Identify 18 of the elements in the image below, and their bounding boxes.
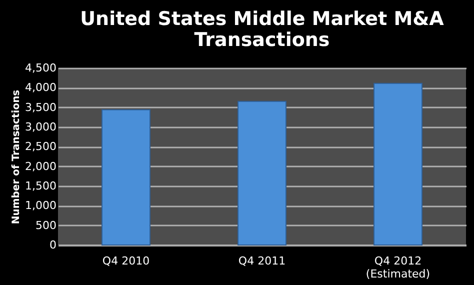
x-tick-label: Q4 2011 <box>238 254 286 268</box>
y-tick-label: 3,000 <box>25 120 56 134</box>
y-tick-label: 3,500 <box>25 100 56 114</box>
y-tick-label: 1,000 <box>25 199 56 212</box>
bar <box>374 82 422 246</box>
y-axis-title: Number of Transactions <box>11 90 22 224</box>
y-tick-label: 0 <box>50 238 56 252</box>
y-tick-label: 2,500 <box>25 140 56 154</box>
x-tick-label: Q4 2010 <box>102 254 150 268</box>
y-tick-label: 4,000 <box>25 81 56 94</box>
y-tick-label: 4,500 <box>25 62 56 74</box>
x-tick-label: Q4 2012 (Estimated) <box>366 254 430 280</box>
chart-title: United States Middle Market M&A Transactions <box>80 8 444 51</box>
bar <box>102 109 150 246</box>
y-tick-label: 500 <box>36 218 56 232</box>
y-tick-label: 2,000 <box>25 160 56 173</box>
bar <box>238 100 286 246</box>
y-tick-label: 1,500 <box>25 180 56 192</box>
